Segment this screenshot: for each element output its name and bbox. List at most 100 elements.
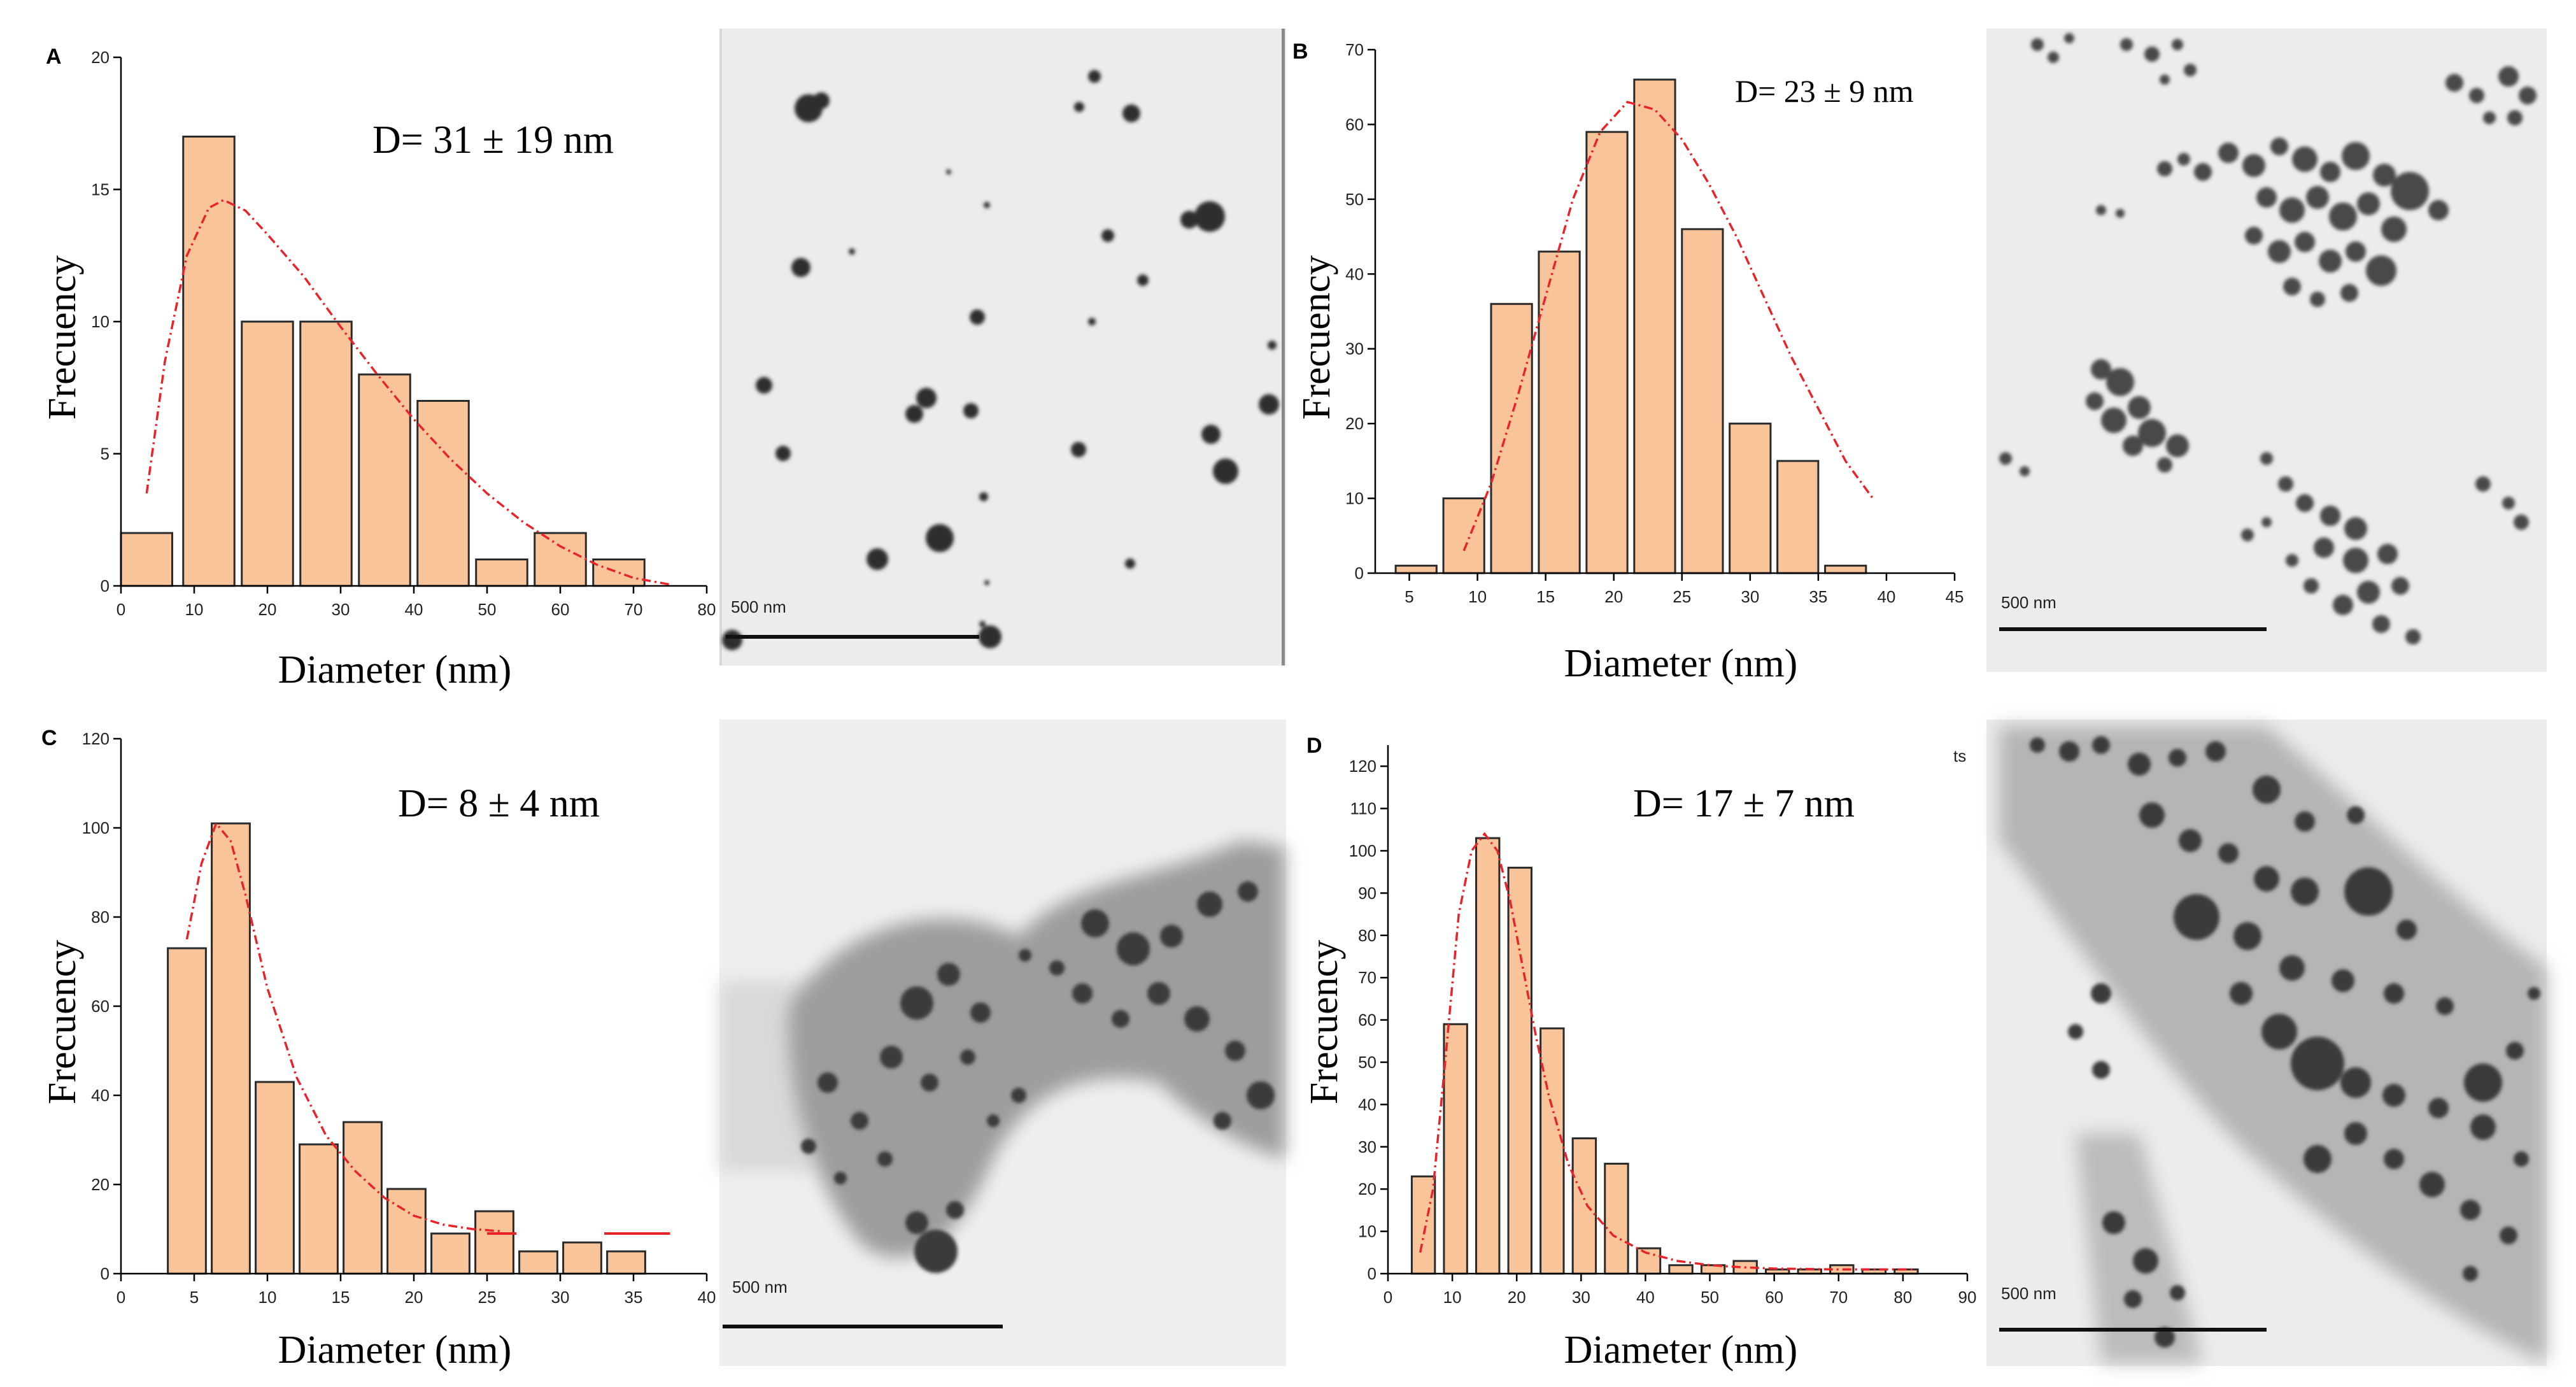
y-tick-label: 5 xyxy=(101,445,110,464)
x-tick-label: 10 xyxy=(258,1288,277,1307)
x-tick-label: 40 xyxy=(698,1288,716,1307)
panel-letter-c: C xyxy=(41,726,57,750)
histogram-bar xyxy=(1729,422,1772,574)
y-tick-label: 50 xyxy=(1345,190,1364,209)
y-tick-label: 30 xyxy=(1345,339,1364,359)
tem-image-d: 500 nm xyxy=(1986,720,2547,1366)
scale-bar-b xyxy=(1999,627,2267,631)
histogram-bar xyxy=(1442,497,1485,574)
histogram-bar xyxy=(299,320,353,587)
histogram-bar xyxy=(1410,1175,1436,1275)
tem-image-b: 500 nm xyxy=(1986,29,2547,672)
y-tick-label: 70 xyxy=(1358,968,1376,987)
y-tick-label: 0 xyxy=(1368,1264,1376,1283)
y-tick-label: 20 xyxy=(1345,414,1364,433)
histogram-bar xyxy=(182,136,236,587)
histogram-bar xyxy=(1443,1023,1468,1275)
fit-curve xyxy=(185,821,502,1233)
histogram-bar xyxy=(1633,78,1676,574)
y-tick-label: 100 xyxy=(82,818,110,837)
scale-bar-label-d: 500 nm xyxy=(2001,1284,2056,1303)
histogram-bar xyxy=(1824,564,1867,574)
x-tick-label: 60 xyxy=(1765,1288,1783,1307)
x-tick-label: 70 xyxy=(625,600,643,619)
y-tick-label: 20 xyxy=(1358,1179,1376,1199)
x-tick-label: 30 xyxy=(1572,1288,1590,1307)
x-tick-label: 45 xyxy=(1946,587,1964,606)
y-axis-title-d: Frecuency xyxy=(1303,940,1346,1104)
scale-bar-c xyxy=(723,1325,1003,1328)
x-tick-label: 50 xyxy=(478,600,497,619)
y-axis-title-c: Frecuency xyxy=(41,940,84,1104)
y-axis-title-a: Frecuency xyxy=(41,255,84,420)
histogram-bar xyxy=(255,1081,295,1275)
scale-bar-a xyxy=(726,635,979,639)
x-tick-label: 30 xyxy=(551,1288,570,1307)
panel-letter-b: B xyxy=(1292,39,1308,64)
histogram-bar xyxy=(211,822,251,1275)
fit-curve xyxy=(1462,101,1874,551)
x-tick-label: 50 xyxy=(1701,1288,1719,1307)
scale-bar-label-c: 500 nm xyxy=(732,1277,788,1297)
histogram-bar xyxy=(1681,228,1724,574)
y-tick-label: 10 xyxy=(1345,489,1364,508)
histogram-bar xyxy=(1585,131,1629,574)
histogram-bar xyxy=(474,1210,514,1275)
x-tick-label: 10 xyxy=(1443,1288,1462,1307)
x-tick-label: 35 xyxy=(625,1288,643,1307)
y-tick-label: 0 xyxy=(101,1264,110,1283)
histogram-bar xyxy=(343,1121,383,1275)
x-tick-label: 80 xyxy=(1893,1288,1912,1307)
histogram-bar xyxy=(1604,1162,1629,1275)
stray-text: ts xyxy=(1953,746,1966,765)
x-tick-label: 15 xyxy=(332,1288,350,1307)
histogram-bar xyxy=(1636,1247,1662,1275)
fit-curve xyxy=(145,199,670,586)
x-tick-label: 0 xyxy=(1384,1288,1392,1307)
x-tick-label: 40 xyxy=(405,600,423,619)
x-tick-label: 25 xyxy=(478,1288,497,1307)
x-axis-title-b: Diameter (nm) xyxy=(1564,642,1798,685)
x-tick-label: 10 xyxy=(1468,587,1487,606)
y-tick-label: 20 xyxy=(91,1175,110,1194)
histogram-bar xyxy=(518,1250,558,1275)
x-tick-label: 10 xyxy=(185,600,204,619)
x-axis-title-c: Diameter (nm) xyxy=(278,1328,512,1372)
y-tick-label: 40 xyxy=(91,1086,110,1105)
y-tick-label: 120 xyxy=(1349,757,1376,776)
x-tick-label: 40 xyxy=(1636,1288,1655,1307)
histogram-bar xyxy=(1475,837,1501,1275)
x-tick-label: 5 xyxy=(190,1288,199,1307)
diameter-label-a: D= 31 ± 19 nm xyxy=(372,118,614,162)
tem-image-c: 500 nm xyxy=(719,720,1286,1366)
x-tick-label: 25 xyxy=(1673,587,1691,606)
histogram-bar xyxy=(416,400,470,587)
y-tick-label: 40 xyxy=(1358,1095,1376,1114)
x-tick-label: 30 xyxy=(1741,587,1759,606)
y-tick-label: 80 xyxy=(1358,926,1376,945)
histogram-bar xyxy=(241,320,294,587)
x-axis-title-a: Diameter (nm) xyxy=(278,648,512,692)
histogram-bar xyxy=(430,1232,471,1275)
y-tick-label: 110 xyxy=(1350,799,1376,818)
histogram-b: 5 10 15 20 25 30 35 40 45 0 10 20 30 40 50 60 70 xyxy=(1345,40,1964,606)
x-tick-label: 0 xyxy=(117,600,125,619)
diameter-label-d: D= 17 ± 7 nm xyxy=(1633,782,1855,825)
y-tick-label: 70 xyxy=(1345,40,1364,59)
histogram-bar xyxy=(1776,460,1820,574)
y-tick-label: 60 xyxy=(1358,1011,1376,1030)
y-tick-label: 60 xyxy=(1345,115,1364,134)
y-tick-label: 80 xyxy=(91,907,110,927)
y-tick-label: 120 xyxy=(82,729,110,748)
x-tick-label: 70 xyxy=(1829,1288,1848,1307)
x-tick-label: 80 xyxy=(698,600,716,619)
y-tick-label: 100 xyxy=(1349,841,1376,860)
histogram-bar xyxy=(562,1241,602,1275)
x-tick-label: 20 xyxy=(258,600,277,619)
histogram-a: 0 10 20 30 40 50 60 70 80 0 5 10 15 20 xyxy=(91,48,716,619)
histogram-bar xyxy=(1394,564,1438,574)
x-tick-label: 0 xyxy=(117,1288,125,1307)
x-tick-label: 5 xyxy=(1405,587,1413,606)
histogram-bar xyxy=(120,532,173,587)
y-tick-label: 60 xyxy=(91,997,110,1016)
